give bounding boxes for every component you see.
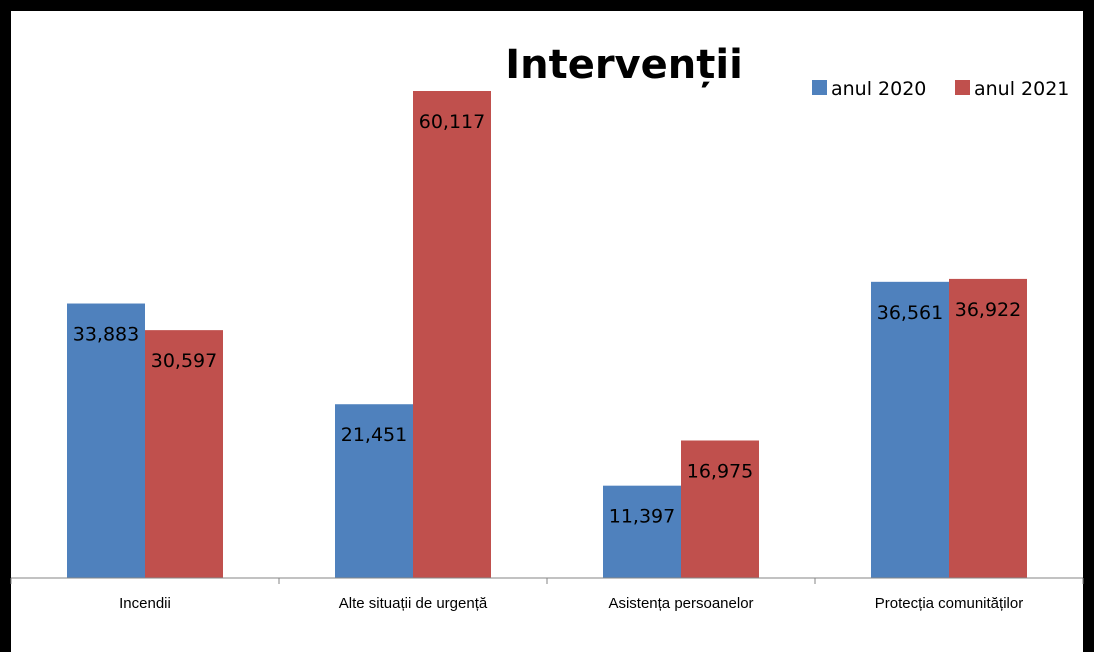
- category-label-asistenta-persoanelor: Asistența persoanelor: [608, 595, 753, 612]
- bar-anul-2021-protectia-comunitatilor: [949, 278, 1027, 578]
- x-axis-ticks: [10, 578, 1084, 584]
- data-label: 30,597: [151, 350, 217, 372]
- chart-legend: anul 2020 anul 2021: [812, 78, 1069, 100]
- chart-title: Intervenții: [505, 42, 743, 88]
- bar-group: [67, 91, 1027, 578]
- bar-anul-2020-asistenta-persoanelor: [603, 485, 681, 578]
- data-labels: 33,883 30,597 21,451 60,117 11,397 16,975 36,5…: [73, 111, 1021, 528]
- category-label-alte-situatii-de-urgenta: Alte situații de urgență: [339, 595, 488, 612]
- data-label: 16,975: [687, 460, 753, 482]
- bar-anul-2021-incendii: [145, 330, 223, 578]
- bar-anul-2020-incendii: [67, 303, 145, 578]
- bar-anul-2021-asistenta-persoanelor: [681, 440, 759, 578]
- bar-anul-2020-alte-situatii-de-urgenta: [335, 404, 413, 578]
- legend-swatch-anul-2020: [812, 80, 827, 95]
- bar-anul-2021-alte-situatii-de-urgenta: [413, 91, 491, 578]
- data-label: 36,922: [955, 299, 1021, 321]
- legend-swatch-anul-2021: [955, 80, 970, 95]
- category-label-incendii: Incendii: [119, 595, 171, 612]
- data-label: 21,451: [341, 424, 407, 446]
- data-label: 60,117: [419, 111, 485, 133]
- category-label-protectia-comunitatilor: Protecția comunităților: [875, 595, 1023, 612]
- bar-anul-2020-protectia-comunitatilor: [871, 281, 949, 578]
- data-label: 11,397: [609, 506, 675, 528]
- data-label: 36,561: [877, 302, 943, 324]
- legend-label-anul-2020: anul 2020: [831, 78, 926, 100]
- category-labels: Incendii Alte situații de urgență Asistenț…: [119, 595, 1023, 612]
- data-label: 33,883: [73, 324, 139, 346]
- legend-label-anul-2021: anul 2021: [974, 78, 1069, 100]
